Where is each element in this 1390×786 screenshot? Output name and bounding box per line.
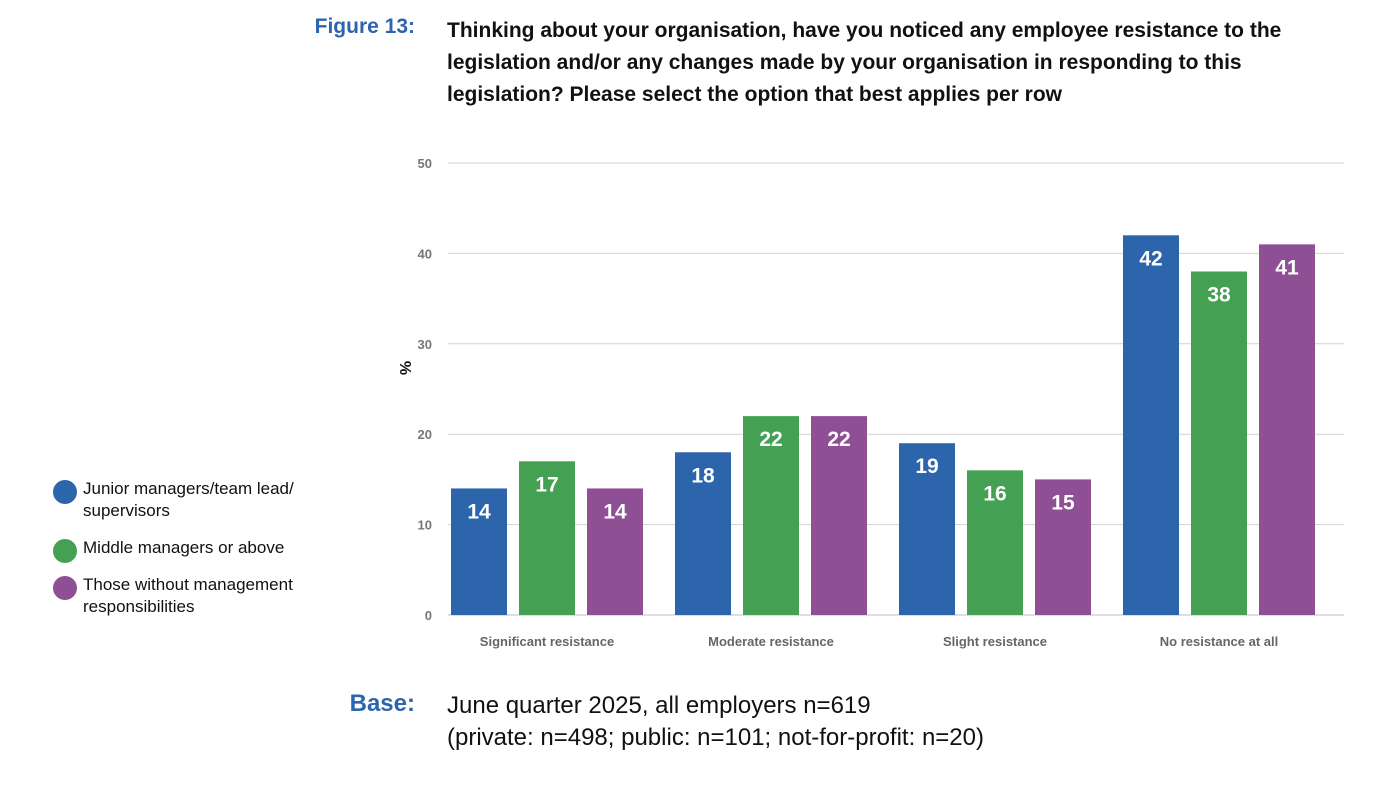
y-tick-label: 30 [418,337,432,352]
legend: Junior managers/team lead/ supervisors M… [52,478,352,633]
bar-value-label: 38 [1207,283,1231,306]
bar [1191,271,1247,615]
y-tick-label: 50 [418,156,432,171]
bars [451,235,1315,616]
bar [743,416,799,615]
base-note: June quarter 2025, all employers n=619 (… [447,690,984,754]
bar-value-label: 14 [603,500,627,523]
base-note-line-2: (private: n=498; public: n=101; not-for-… [447,724,984,751]
bar [519,461,575,615]
legend-swatch [53,576,77,600]
bar-value-label: 42 [1139,247,1162,270]
x-category-label: No resistance at all [1160,634,1279,649]
y-tick-label: 20 [418,427,432,442]
bar [1035,479,1091,615]
bar [1123,235,1179,615]
bar [587,488,643,615]
y-axis-label: % [396,361,413,375]
x-category-label: Significant resistance [480,634,614,649]
legend-label: Those without management responsibilitie… [83,575,293,616]
figure-label: Figure 13: [314,15,415,38]
x-category-label: Moderate resistance [708,634,834,649]
bar [899,443,955,615]
legend-label: Junior managers/team lead/ supervisors [83,479,294,520]
legend-item-junior-managers: Junior managers/team lead/ supervisors [52,478,352,522]
bar [675,452,731,615]
bar-value-label: 19 [915,455,938,478]
y-axis-ticks: 0 10 20 30 40 50 [418,156,432,623]
x-axis-categories: Significant resistance Moderate resistanc… [480,634,1278,649]
legend-swatch [53,480,77,504]
legend-item-no-management: Those without management responsibilitie… [52,574,352,618]
bar-value-label: 16 [983,482,1006,505]
y-tick-label: 0 [425,608,432,623]
bar [1259,244,1315,616]
x-category-label: Slight resistance [943,634,1047,649]
bar-value-label: 22 [827,428,850,451]
bar-value-label: 41 [1275,256,1299,279]
bar-value-label: 18 [691,464,715,487]
y-tick-label: 10 [418,518,432,533]
bar [967,470,1023,615]
chart-title: Thinking about your organisation, have y… [447,19,1282,106]
bar [811,416,867,615]
legend-label: Middle managers or above [83,538,285,557]
bar-value-label: 14 [467,500,491,523]
bar-value-label: 22 [759,428,782,451]
base-note-line-1: June quarter 2025, all employers n=619 [447,692,871,719]
bar-data-labels: 14 17 14 18 22 22 19 16 15 42 38 41 [467,247,1299,523]
bar-value-label: 15 [1051,491,1075,514]
base-label: Base: [349,690,415,717]
y-tick-label: 40 [418,246,432,261]
legend-swatch [53,539,77,563]
bar [451,488,507,615]
legend-item-middle-managers: Middle managers or above [52,537,352,563]
bar-value-label: 17 [535,473,558,496]
